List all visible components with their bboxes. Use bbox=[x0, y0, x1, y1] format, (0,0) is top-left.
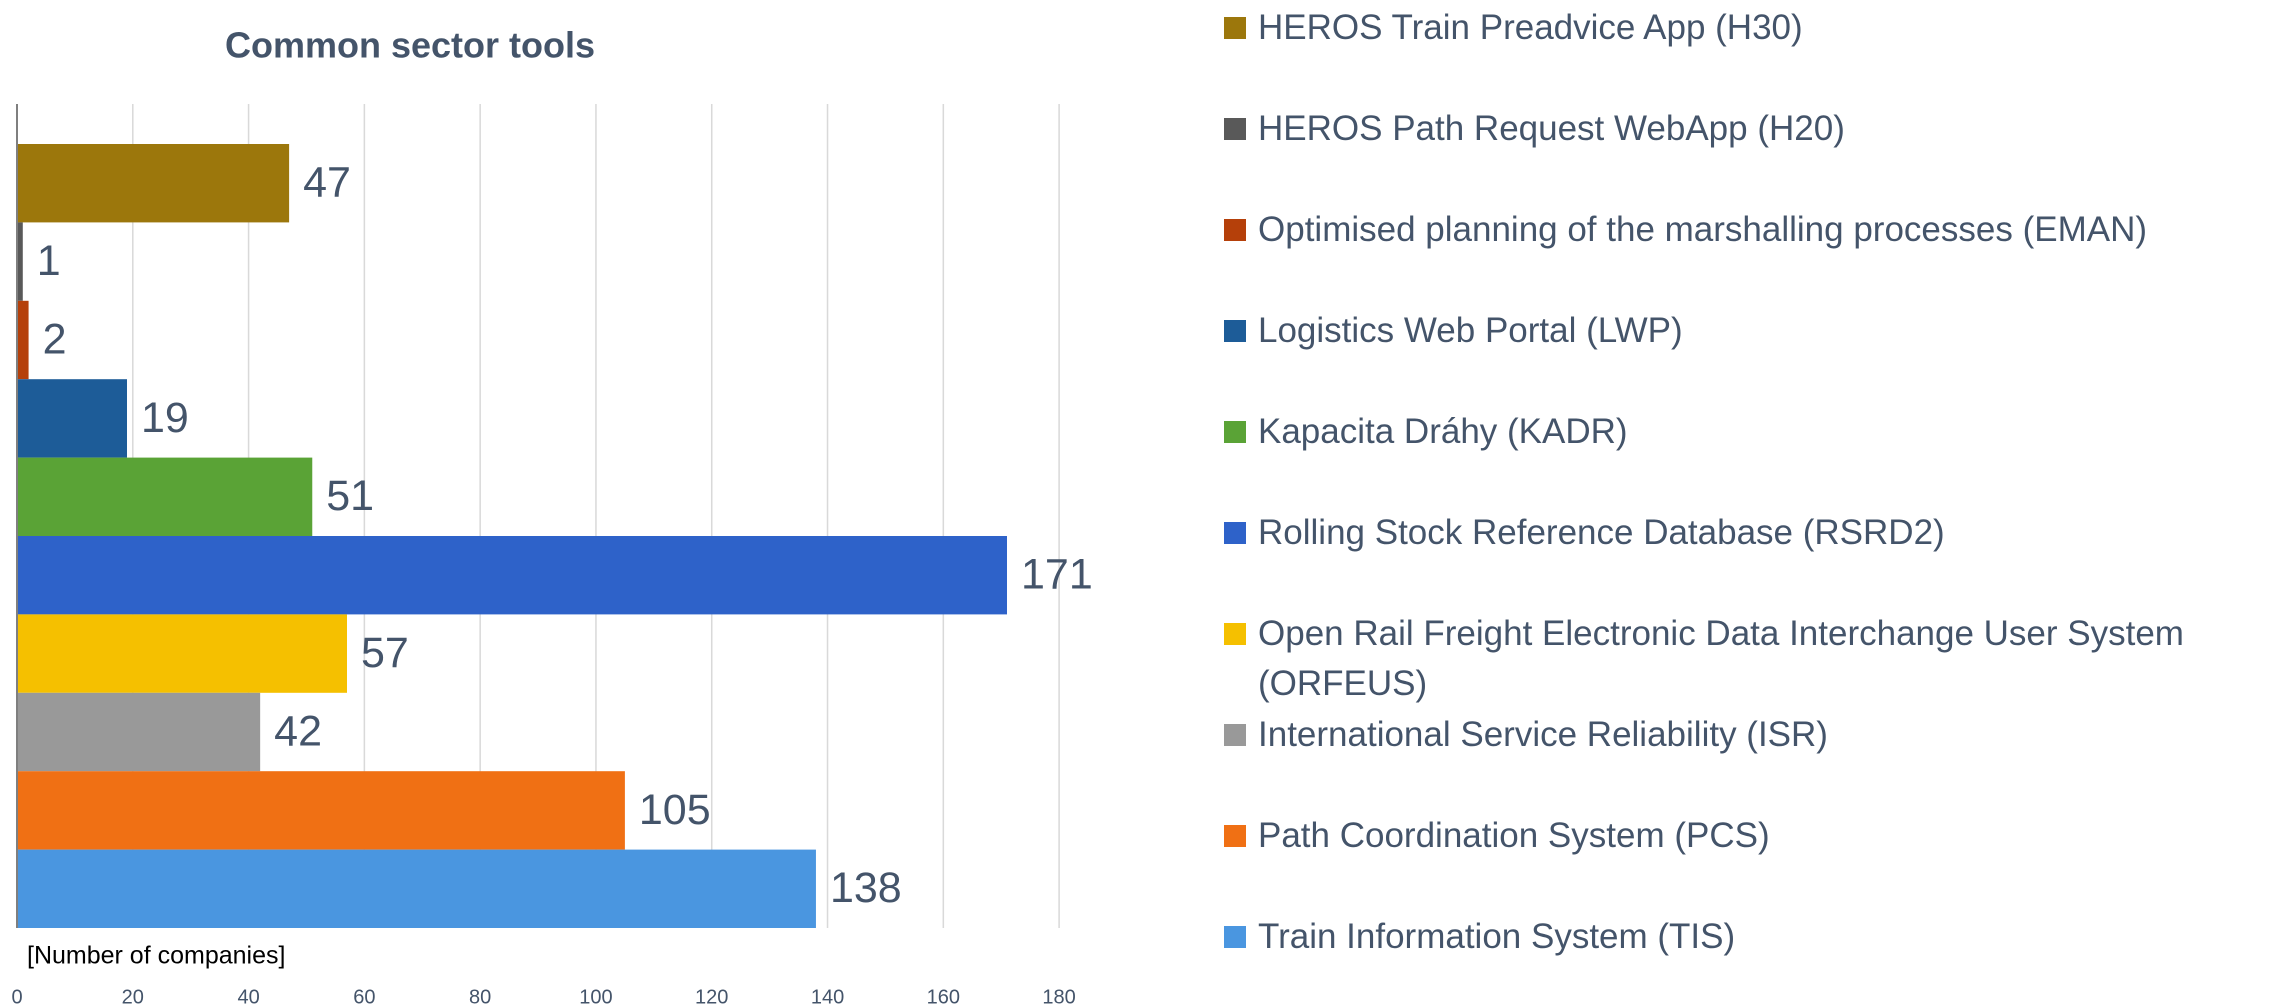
x-tick-label: 20 bbox=[122, 986, 144, 1007]
bar bbox=[17, 771, 625, 850]
value-label: 47 bbox=[303, 159, 351, 207]
x-tick-label: 40 bbox=[237, 986, 259, 1007]
x-axis-label: [Number of companies] bbox=[27, 942, 285, 970]
legend-item: Logistics Web Portal (LWP) bbox=[1224, 306, 2264, 356]
value-label: 1 bbox=[37, 237, 61, 285]
x-tick-label: 80 bbox=[469, 986, 491, 1007]
value-label: 57 bbox=[361, 629, 409, 677]
legend-item: Kapacita Dráhy (KADR) bbox=[1224, 407, 2264, 457]
chart: Common sector tools 0 20 40 60 80 100 120 140 16… bbox=[11, 25, 1093, 1007]
legend-swatch bbox=[1224, 420, 1246, 443]
legend-item: HEROS Train Preadvice App (H30) bbox=[1224, 3, 2264, 53]
bar bbox=[17, 379, 127, 458]
legend-item: Path Coordination System (PCS) bbox=[1224, 811, 2264, 861]
legend-label: Train Information System (TIS) bbox=[1258, 916, 1736, 956]
chart-title: Common sector tools bbox=[225, 25, 595, 66]
legend-label: International Service Reliability (ISR) bbox=[1258, 714, 1828, 754]
bar bbox=[17, 849, 816, 928]
legend-swatch bbox=[1224, 824, 1246, 847]
legend-label: Kapacita Dráhy (KADR) bbox=[1258, 411, 1628, 451]
legend-item: Open Rail Freight Electronic Data Interc… bbox=[1224, 609, 2264, 709]
value-label: 138 bbox=[830, 864, 902, 912]
legend-label: HEROS Path Request WebApp (H20) bbox=[1258, 108, 1845, 148]
value-label: 105 bbox=[639, 786, 711, 834]
bar bbox=[17, 457, 313, 536]
value-label: 51 bbox=[326, 472, 374, 520]
bar bbox=[17, 692, 261, 772]
bar bbox=[17, 614, 347, 693]
bar bbox=[17, 300, 29, 380]
legend-label: Path Coordination System (PCS) bbox=[1258, 815, 1770, 855]
legend-item: Optimised planning of the marshalling pr… bbox=[1224, 205, 2264, 255]
x-tick-label: 120 bbox=[695, 986, 728, 1007]
x-tick-label: 60 bbox=[353, 986, 375, 1007]
legend-label: Rolling Stock Reference Database (RSRD2) bbox=[1258, 512, 1945, 552]
bar bbox=[17, 536, 1007, 615]
legend-item: Train Information System (TIS) bbox=[1224, 912, 2264, 962]
value-label: 19 bbox=[141, 394, 189, 442]
value-label: 171 bbox=[1021, 551, 1093, 599]
grid: 0 20 40 60 80 100 120 140 160 180 bbox=[11, 104, 1076, 1007]
legend-swatch bbox=[1224, 16, 1246, 39]
value-label: 2 bbox=[43, 315, 67, 363]
x-tick-label: 0 bbox=[11, 986, 22, 1007]
bars: 47 1 2 19 51 171 57 42 105 138 bbox=[17, 144, 1093, 928]
legend-label: HEROS Train Preadvice App (H30) bbox=[1258, 7, 1803, 47]
legend-swatch bbox=[1224, 319, 1246, 342]
x-tick-label: 180 bbox=[1042, 986, 1075, 1007]
legend-swatch bbox=[1224, 117, 1246, 140]
legend-swatch bbox=[1224, 521, 1246, 544]
legend-item: HEROS Path Request WebApp (H20) bbox=[1224, 104, 2264, 154]
bar bbox=[17, 222, 23, 301]
bar bbox=[17, 144, 290, 223]
legend-label: Optimised planning of the marshalling pr… bbox=[1258, 209, 2147, 249]
legend-swatch bbox=[1224, 218, 1246, 241]
x-tick-label: 160 bbox=[927, 986, 960, 1007]
legend-label: Open Rail Freight Electronic Data Interc… bbox=[1258, 613, 2184, 703]
legend-label: Logistics Web Portal (LWP) bbox=[1258, 310, 1683, 350]
legend-item: International Service Reliability (ISR) bbox=[1224, 710, 2264, 760]
legend-swatch bbox=[1224, 622, 1246, 645]
x-tick-label: 140 bbox=[811, 986, 844, 1007]
legend-item: Rolling Stock Reference Database (RSRD2) bbox=[1224, 508, 2264, 558]
x-tick-label: 100 bbox=[579, 986, 612, 1007]
legend-swatch bbox=[1224, 723, 1246, 746]
legend-swatch bbox=[1224, 925, 1246, 948]
value-label: 42 bbox=[274, 707, 322, 755]
